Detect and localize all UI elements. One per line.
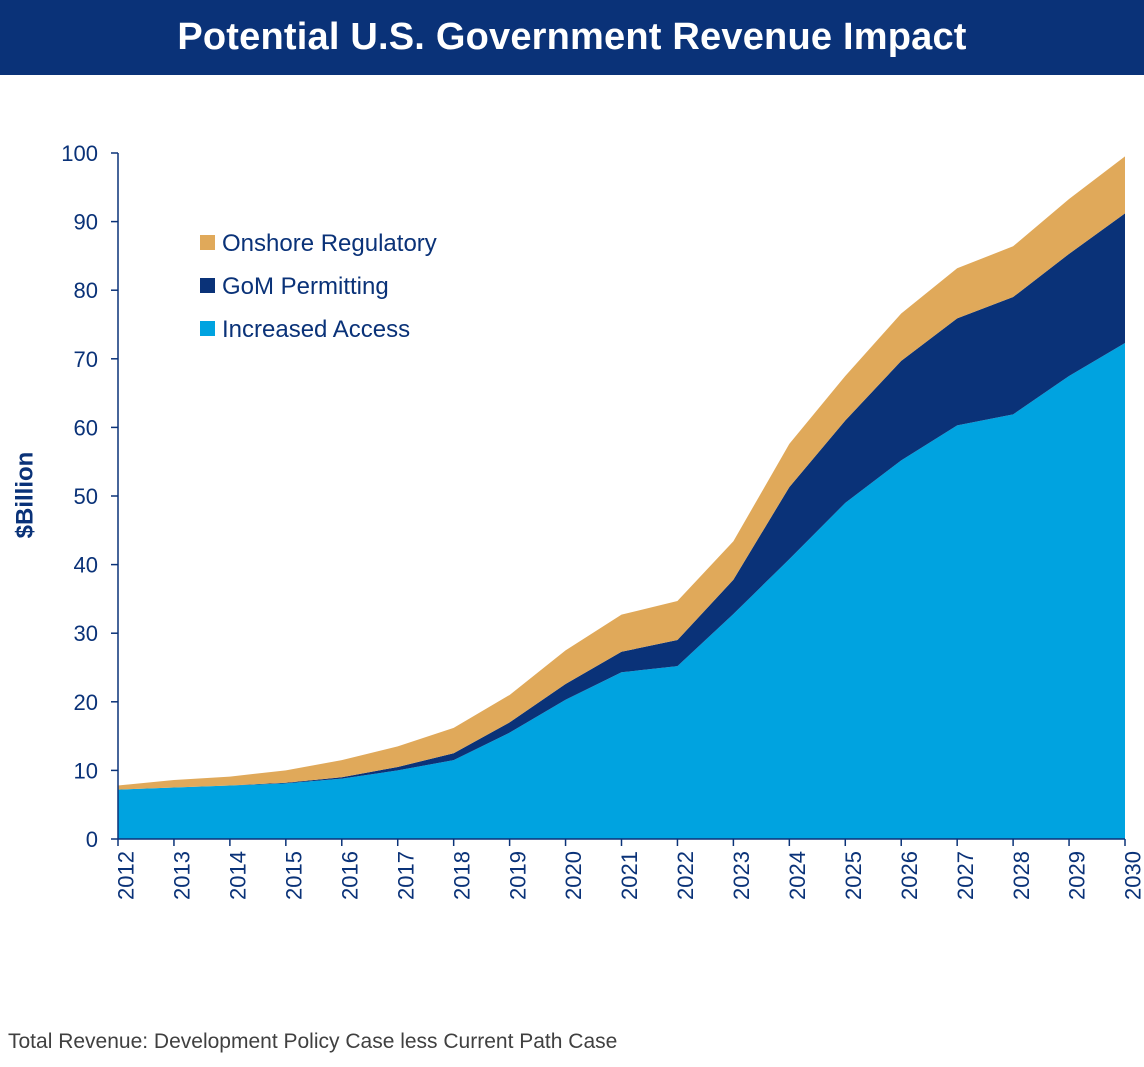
legend-label-onshore-regulatory: Onshore Regulatory: [222, 230, 437, 257]
y-tick-label: 70: [74, 347, 98, 372]
legend-swatch-gom-permitting: [200, 278, 215, 293]
footnote: Total Revenue: Development Policy Case l…: [8, 1030, 618, 1053]
x-tick-label: 2024: [785, 851, 810, 900]
x-tick-label: 2017: [393, 851, 418, 900]
x-tick-label: 2025: [841, 851, 866, 900]
y-tick-label: 20: [74, 690, 98, 715]
page-title: Potential U.S. Government Revenue Impact: [177, 16, 967, 58]
y-tick-label: 0: [86, 827, 98, 852]
area-increased-access: [118, 343, 1125, 839]
x-tick-label: 2014: [226, 851, 251, 900]
x-tick-label: 2021: [617, 851, 642, 900]
x-tick-label: 2020: [561, 851, 586, 900]
x-tick-label: 2018: [449, 851, 474, 900]
x-tick-label: 2013: [170, 851, 195, 900]
y-tick-label: 80: [74, 278, 98, 303]
y-tick-label: 50: [74, 484, 98, 509]
x-tick-label: 2026: [897, 851, 922, 900]
x-tick-label: 2027: [953, 851, 978, 900]
y-tick-label: 40: [74, 553, 98, 578]
x-tick-label: 2029: [1065, 851, 1090, 900]
y-tick-label: 60: [74, 415, 98, 440]
y-tick-label: 100: [61, 141, 98, 166]
x-tick-label: 2030: [1121, 851, 1144, 900]
legend-swatch-onshore-regulatory: [200, 235, 215, 250]
x-tick-label: 2016: [337, 851, 362, 900]
x-tick-label: 2012: [114, 851, 139, 900]
x-tick-label: 2015: [282, 851, 307, 900]
legend-swatch-increased-access: [200, 321, 215, 336]
x-tick-label: 2019: [505, 851, 530, 900]
legend: Onshore Regulatory GoM Permitting Increase…: [200, 230, 437, 343]
x-tick-label: 2023: [729, 851, 754, 900]
legend-label-increased-access: Increased Access: [222, 316, 410, 343]
y-axis-title: $Billion: [11, 452, 38, 539]
x-tick-label: 2022: [673, 851, 698, 900]
y-tick-label: 90: [74, 210, 98, 235]
x-tick-label: 2028: [1009, 851, 1034, 900]
y-tick-label: 10: [74, 758, 98, 783]
legend-label-gom-permitting: GoM Permitting: [222, 273, 389, 300]
title-bar: Potential U.S. Government Revenue Impact: [0, 0, 1144, 75]
y-tick-label: 30: [74, 621, 98, 646]
area-layers: [118, 156, 1125, 839]
